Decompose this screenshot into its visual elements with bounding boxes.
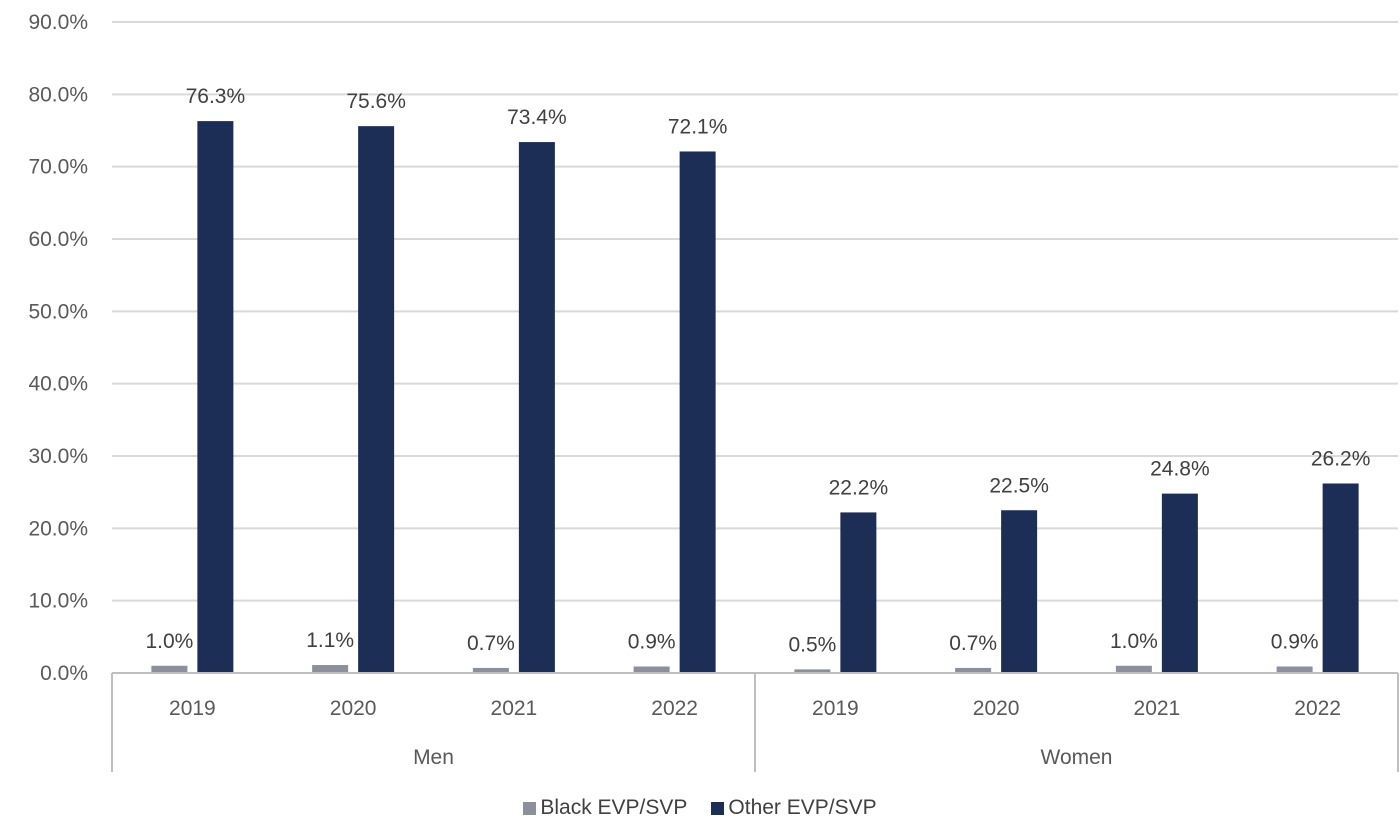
data-label-other: 22.5% (989, 474, 1049, 497)
legend-item-black-evp-svp[interactable]: Black EVP/SVP (523, 796, 687, 820)
bar-other-evp-svp (1161, 493, 1198, 673)
x-tick-label: 2022 (651, 697, 698, 720)
data-label-black: 1.0% (145, 630, 193, 653)
x-tick-label: 2020 (330, 697, 377, 720)
bar-other-evp-svp (358, 126, 395, 673)
y-tick-label: 0.0% (40, 662, 88, 685)
x-tick-label: 2021 (491, 697, 538, 720)
data-label-other: 76.3% (186, 85, 246, 108)
y-tick-label: 50.0% (28, 300, 88, 323)
data-label-other: 72.1% (668, 115, 728, 138)
data-label-black: 0.7% (949, 632, 997, 655)
legend: Black EVP/SVP Other EVP/SVP (0, 796, 1400, 820)
data-label-other: 26.2% (1311, 447, 1371, 470)
bar-black-evp-svp (955, 667, 992, 673)
x-axis: 2019 2020 2021 2022 2019 2020 2021 2022 Men Women (111, 672, 1399, 772)
x-tick-label: 2020 (973, 697, 1020, 720)
y-tick-label: 30.0% (28, 445, 88, 468)
bar-other-evp-svp (197, 121, 234, 673)
x-tick-label: 2019 (812, 697, 859, 720)
x-tick-label: 2022 (1294, 697, 1341, 720)
bar-black-evp-svp (312, 665, 349, 673)
data-label-other: 24.8% (1150, 458, 1210, 481)
data-label-black: 0.9% (1271, 630, 1319, 653)
y-tick-label: 10.0% (28, 590, 88, 613)
y-tick-label: 80.0% (28, 83, 88, 106)
x-tick-label: 2019 (169, 697, 216, 720)
bar-black-evp-svp (1276, 666, 1313, 673)
bar-black-evp-svp (1115, 665, 1152, 673)
data-label-other: 73.4% (507, 106, 567, 129)
group-label: Men (413, 746, 454, 769)
gridlines (112, 21, 1398, 602)
legend-item-other-evp-svp[interactable]: Other EVP/SVP (711, 796, 877, 820)
data-label-black: 1.0% (1110, 630, 1158, 653)
bar-other-evp-svp (518, 142, 555, 673)
y-tick-label: 40.0% (28, 373, 88, 396)
y-tick-label: 70.0% (28, 156, 88, 179)
data-label-other: 75.6% (346, 90, 406, 113)
data-label-other: 22.2% (829, 476, 889, 499)
bar-other-evp-svp (1322, 483, 1359, 673)
legend-label-black: Black EVP/SVP (540, 796, 688, 819)
y-tick-label: 60.0% (28, 228, 88, 251)
bar-black-evp-svp (633, 666, 670, 673)
legend-label-other: Other EVP/SVP (728, 796, 877, 819)
x-tick-label: 2021 (1134, 697, 1181, 720)
data-label-black: 0.9% (628, 630, 676, 653)
group-label: Women (1041, 746, 1113, 769)
legend-swatch-black (523, 801, 537, 815)
legend-swatch-other (711, 801, 725, 815)
bar-black-evp-svp (794, 669, 831, 673)
data-labels: 1.0% 76.3% 1.1% 75.6% 0.7% 73.4% 0.9% 72.1% 0.5%… (145, 85, 1370, 656)
y-tick-label: 90.0% (28, 11, 88, 34)
data-label-black: 0.5% (788, 633, 836, 656)
bar-black-evp-svp (151, 665, 188, 673)
y-tick-label: 20.0% (28, 517, 88, 540)
bar-other-evp-svp (840, 512, 877, 673)
bar-other-evp-svp (679, 151, 716, 673)
data-label-black: 1.1% (306, 629, 354, 652)
bars (151, 121, 1359, 673)
y-axis-ticks: 0.0% 10.0% 20.0% 30.0% 40.0% 50.0% 60.0% 70.0% 8… (28, 11, 88, 685)
bar-other-evp-svp (1001, 510, 1038, 673)
bar-black-evp-svp (472, 667, 509, 673)
data-label-black: 0.7% (467, 632, 515, 655)
